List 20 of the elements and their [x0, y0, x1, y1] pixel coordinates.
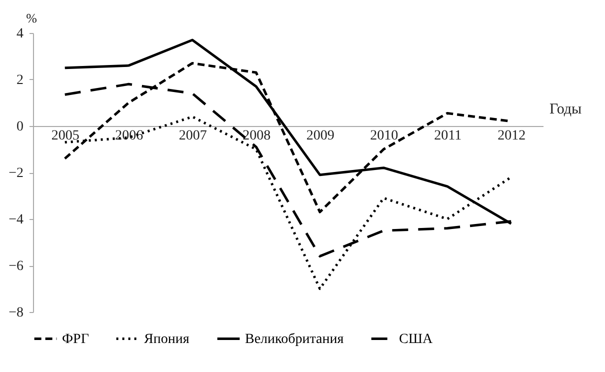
y-tick-label: 0 — [16, 120, 24, 134]
legend-label: ФРГ — [62, 332, 89, 347]
legend-label: Великобритания — [245, 332, 344, 347]
y-tick-label: −8 — [8, 306, 24, 320]
y-tick-label: −2 — [8, 166, 24, 181]
x-tick-label: 2012 — [498, 128, 526, 144]
x-tick-label: 2011 — [434, 128, 462, 144]
y-tick-label: 2 — [16, 73, 24, 88]
x-tick-label: 2007 — [178, 128, 207, 144]
x-tick-label: 2010 — [370, 128, 398, 144]
x-axis-title: Годы — [550, 102, 582, 118]
x-tick-label: 2008 — [242, 128, 271, 144]
y-tick-label: 4 — [16, 26, 24, 42]
y-tick-label: −6 — [8, 259, 24, 274]
y-tick-label: −4 — [8, 212, 24, 228]
x-tick-label: 2009 — [306, 128, 334, 144]
x-tick-label: 2005 — [51, 128, 80, 144]
legend-label: США — [399, 332, 434, 347]
legend-label: Япония — [144, 332, 190, 347]
y-axis-title: % — [26, 10, 38, 26]
